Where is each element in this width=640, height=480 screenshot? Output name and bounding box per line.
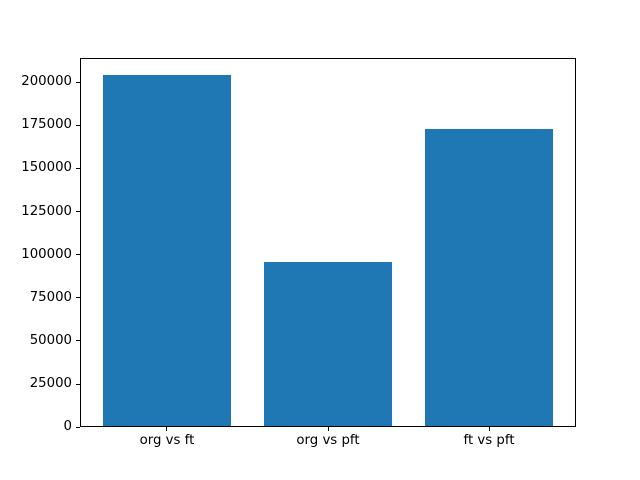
y-tick-label: 200000 [21,74,72,90]
y-tick-mark [76,81,80,83]
y-tick-mark [76,124,80,126]
y-tick-label: 50000 [29,332,72,348]
x-tick-mark [166,427,168,432]
y-tick-mark [76,167,80,169]
y-tick-label: 125000 [21,203,72,219]
y-tick-label: 175000 [21,117,72,133]
y-tick-label: 0 [63,419,72,435]
x-tick-mark [327,427,329,432]
y-tick-label: 150000 [21,160,72,176]
y-tick-label: 100000 [21,246,72,262]
x-tick-mark [488,427,490,432]
bar-ft-vs-pft [424,128,554,427]
y-tick-mark [76,383,80,385]
y-tick-label: 75000 [29,289,72,305]
y-tick-mark [76,340,80,342]
y-tick-mark [76,297,80,299]
bar-org-vs-pft [263,262,393,427]
y-tick-label: 25000 [29,376,72,392]
x-tick-label: org vs ft [139,433,195,449]
x-tick-label: ft vs pft [463,433,515,449]
y-tick-mark [76,254,80,256]
plot-area [80,57,576,428]
x-tick-label: org vs pft [296,433,360,449]
y-tick-mark [76,426,80,428]
y-tick-mark [76,211,80,212]
bar-org-vs-ft [102,75,232,427]
